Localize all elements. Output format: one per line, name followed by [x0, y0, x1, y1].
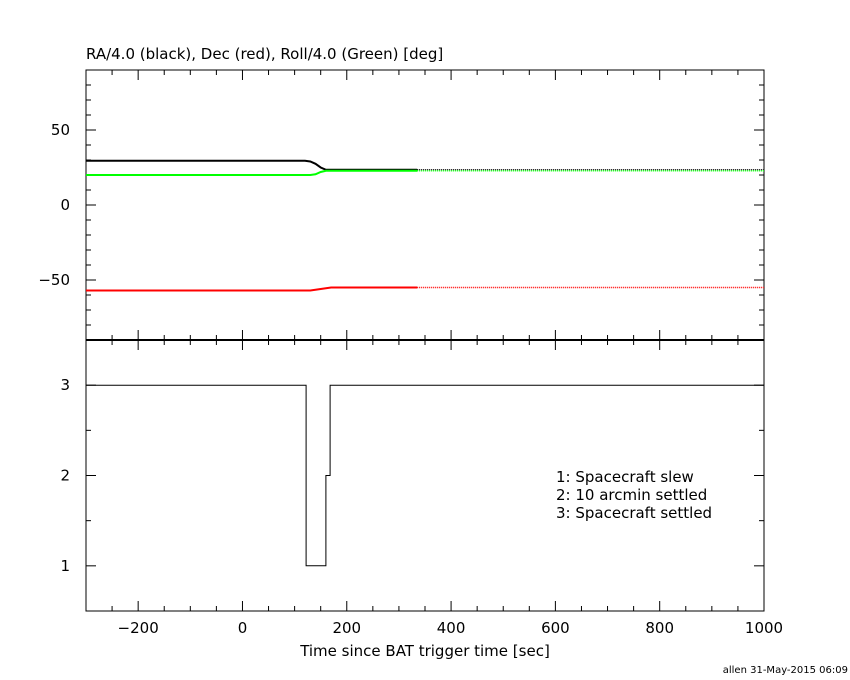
- bottom-panel-series: [86, 384, 764, 567]
- bottom-y-tick-label: 3: [60, 376, 70, 394]
- top-panel-ticks: −50 0 50: [38, 69, 765, 341]
- top-y-tick-label: −50: [38, 271, 70, 289]
- bottom-panel: −200 0 200 400 600 800 1000 1 2 3 1: Spacecraft s…: [60, 339, 783, 637]
- series-line-2: [86, 169, 418, 176]
- x-tick-label: 400: [437, 619, 466, 637]
- top-panel: −50 0 50: [38, 69, 765, 341]
- bottom-y-tick-label: 2: [60, 467, 70, 485]
- bottom-y-tick-label: 1: [60, 557, 70, 575]
- status-step-line: [86, 384, 764, 567]
- legend-item: 2: 10 arcmin settled: [556, 486, 707, 504]
- bottom-panel-ticks: −200 0 200 400 600 800 1000 1 2 3: [60, 339, 783, 637]
- x-tick-label: 1000: [745, 619, 783, 637]
- top-chart-title: RA/4.0 (black), Dec (red), Roll/4.0 (Gre…: [86, 45, 443, 63]
- series-line-1: [86, 286, 418, 292]
- x-tick-label: 800: [645, 619, 674, 637]
- legend-item: 1: Spacecraft slew: [556, 468, 694, 486]
- series-line-0: [86, 159, 418, 171]
- top-y-tick-label: 0: [60, 196, 70, 214]
- x-tick-label: 600: [541, 619, 570, 637]
- top-panel-frame: [85, 69, 765, 341]
- top-panel-series: [86, 159, 764, 292]
- x-tick-label: 0: [238, 619, 248, 637]
- legend-item: 3: Spacecraft settled: [556, 504, 712, 522]
- footer-stamp: allen 31-May-2015 06:09: [723, 665, 848, 676]
- x-tick-label: −200: [118, 619, 159, 637]
- x-tick-label: 200: [332, 619, 361, 637]
- x-axis-label: Time since BAT trigger time [sec]: [299, 642, 550, 660]
- top-y-tick-label: 50: [51, 121, 70, 139]
